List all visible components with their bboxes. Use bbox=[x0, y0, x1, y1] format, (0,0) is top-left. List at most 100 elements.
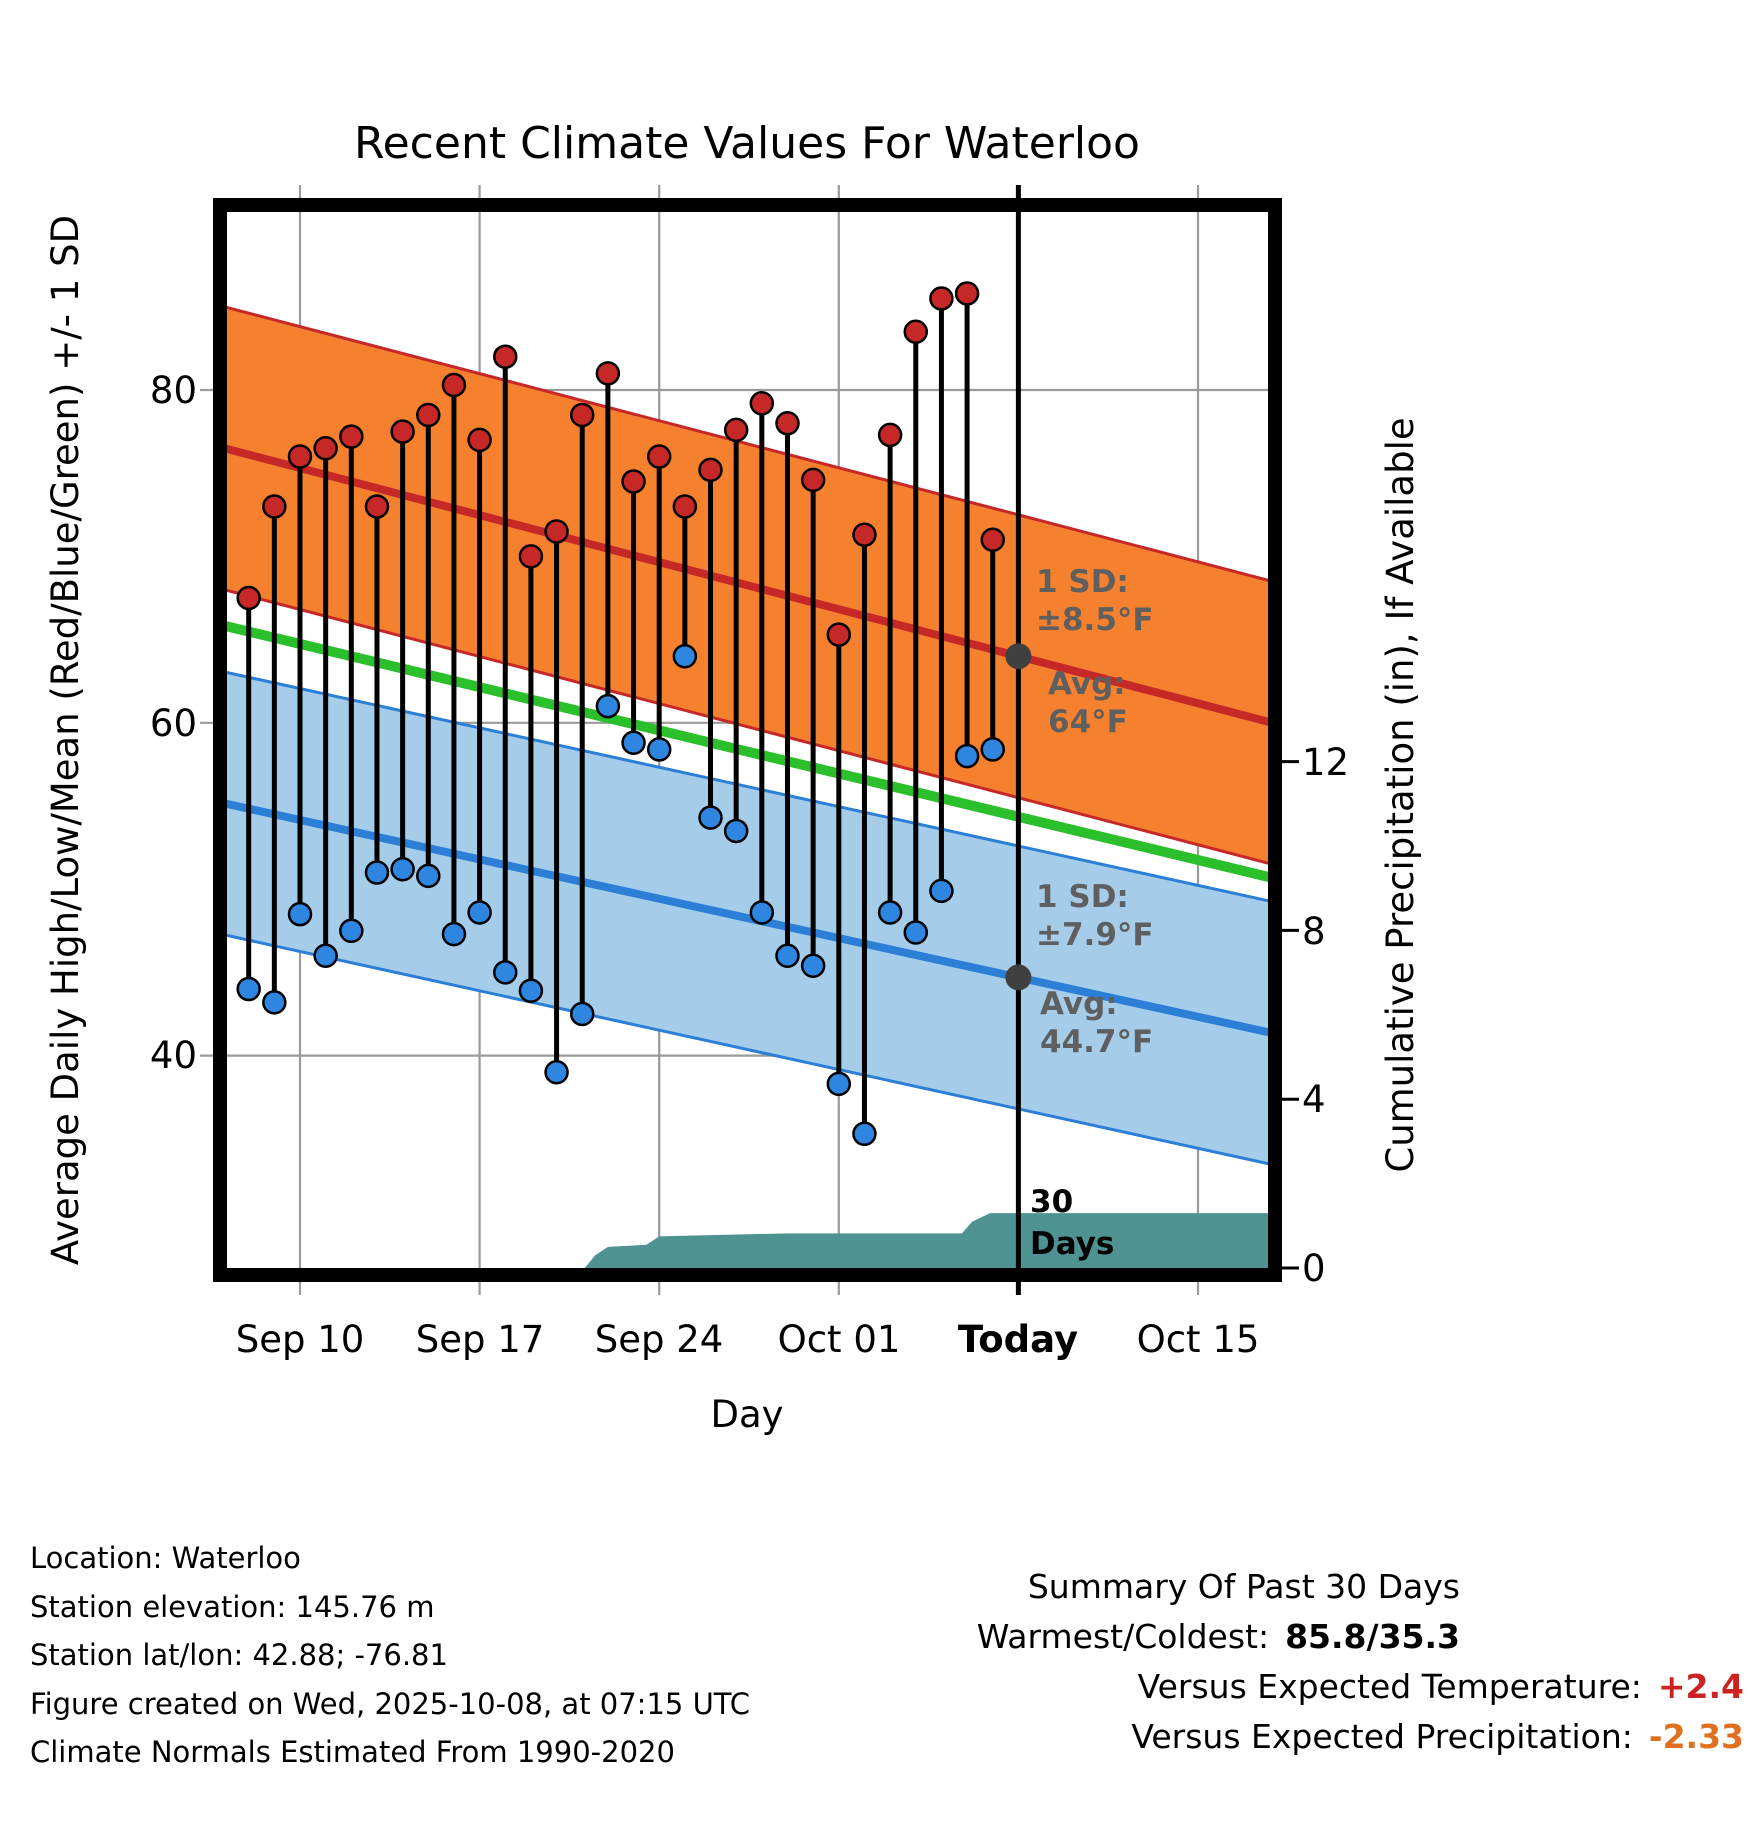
station-elevation: Station elevation: 145.76 m bbox=[30, 1589, 435, 1624]
low-sd-annotation-title: 1 SD: bbox=[1036, 879, 1129, 915]
temperature-axis-label: Average Daily High/Low/Mean (Red/Blue/Gr… bbox=[44, 215, 87, 1265]
high-sd-annotation-title: 1 SD: bbox=[1036, 564, 1129, 600]
y-tick-80: 80 bbox=[150, 369, 197, 412]
x-tick-sep10: Sep 10 bbox=[236, 1318, 365, 1361]
vs-expected-temp-row: Versus Expected Temperature: +2.4 bbox=[764, 1662, 1744, 1712]
y-tick-40: 40 bbox=[150, 1034, 197, 1077]
daily-high-dot bbox=[698, 457, 723, 483]
high-band-upper-edge bbox=[220, 304, 1275, 584]
daily-high-dot bbox=[929, 286, 954, 311]
vs-expected-temp-value: +2.4 bbox=[1657, 1667, 1744, 1706]
normals-layer bbox=[220, 443, 1275, 1038]
daily-data-layer bbox=[236, 281, 1005, 1147]
daily-high-dot bbox=[467, 427, 492, 453]
daily-high-dot bbox=[569, 402, 595, 428]
low-band-upper-edge bbox=[220, 669, 1275, 904]
daily-low-dot bbox=[313, 943, 338, 969]
daily-low-dot bbox=[775, 943, 800, 969]
daily-low-dot bbox=[826, 1071, 852, 1097]
today-markers-layer bbox=[1005, 643, 1032, 991]
precip-tick-4: 4 bbox=[1302, 1078, 1326, 1121]
daily-high-dot bbox=[364, 494, 390, 519]
daily-low-dot bbox=[390, 856, 415, 882]
daily-high-dot bbox=[416, 402, 441, 428]
daily-low-dot bbox=[749, 900, 775, 925]
high-avg-annotation-title: Avg: bbox=[1048, 666, 1126, 702]
x-tick-oct01: Oct 01 bbox=[778, 1318, 901, 1361]
today-avg-high-marker bbox=[1005, 643, 1032, 670]
x-tick-sep24: Sep 24 bbox=[595, 1318, 724, 1361]
chart-title: Recent Climate Values For Waterloo bbox=[354, 118, 1140, 169]
daily-low-dot bbox=[493, 960, 518, 985]
high-band-lower-edge bbox=[220, 587, 1275, 867]
y-tick-60: 60 bbox=[150, 702, 197, 745]
plot-border bbox=[213, 198, 1282, 1282]
summary-title-text: Summary Of Past 30 Days bbox=[1027, 1567, 1460, 1606]
summary-title: Summary Of Past 30 Days bbox=[764, 1562, 1744, 1612]
daily-low-dot bbox=[544, 1059, 569, 1085]
daily-low-dot bbox=[646, 737, 672, 762]
daily-low-dot bbox=[569, 1001, 595, 1027]
daily-high-dot bbox=[877, 422, 903, 448]
station-location: Location: Waterloo bbox=[30, 1541, 301, 1575]
vs-expected-temp-label: Versus Expected Temperature: bbox=[1137, 1667, 1642, 1706]
daily-low-dot bbox=[416, 863, 441, 889]
avg-mean-line bbox=[220, 619, 1275, 884]
daily-low-dot bbox=[339, 918, 364, 944]
precip-days-annotation-line1: 30 bbox=[1030, 1184, 1073, 1220]
daily-low-dot bbox=[441, 921, 467, 947]
daily-low-dot bbox=[621, 730, 646, 756]
daily-high-dot bbox=[441, 372, 467, 398]
climate-chart: Recent Climate Values For Waterloo Sep 1… bbox=[44, 118, 1422, 1436]
x-axis-label: Day bbox=[710, 1393, 783, 1436]
warmest-coldest-label: Warmest/Coldest: bbox=[976, 1617, 1270, 1656]
daily-low-dot bbox=[723, 818, 749, 844]
low-band-lower-edge bbox=[220, 932, 1275, 1167]
daily-high-dot bbox=[390, 419, 415, 444]
high-avg-annotation-value: 64°F bbox=[1048, 704, 1128, 740]
x-tick-oct15: Oct 15 bbox=[1137, 1318, 1260, 1361]
today-avg-low-marker bbox=[1005, 964, 1032, 991]
daily-high-dot bbox=[954, 281, 980, 306]
x-tick-sep17: Sep 17 bbox=[416, 1318, 545, 1361]
daily-high-dot bbox=[544, 519, 569, 544]
daily-high-dot bbox=[826, 622, 852, 647]
daily-low-dot bbox=[800, 953, 826, 978]
daily-low-dot bbox=[518, 978, 544, 1003]
low-avg-annotation-value: 44.7°F bbox=[1040, 1024, 1153, 1060]
border-layer bbox=[213, 198, 1282, 1282]
daily-high-dot bbox=[493, 344, 518, 369]
daily-low-dot bbox=[364, 860, 390, 885]
low-avg-annotation-title: Avg: bbox=[1040, 986, 1118, 1022]
daily-high-dot bbox=[852, 522, 877, 548]
warmest-coldest-row: Warmest/Coldest: 85.8/35.3 bbox=[764, 1612, 1744, 1662]
daily-high-dot bbox=[775, 411, 800, 436]
daily-low-dot bbox=[980, 737, 1005, 762]
precip-tick-8: 8 bbox=[1302, 910, 1326, 953]
daily-low-dot bbox=[287, 901, 313, 927]
vs-expected-precip-label: Versus Expected Precipitation: bbox=[1131, 1717, 1633, 1756]
daily-low-dot bbox=[903, 920, 929, 945]
daily-low-dot bbox=[236, 976, 261, 1002]
daily-low-dot bbox=[852, 1121, 877, 1147]
daily-high-dot bbox=[287, 444, 313, 469]
precip-tick-0: 0 bbox=[1302, 1247, 1326, 1290]
daily-high-dot bbox=[749, 391, 775, 416]
climate-normals-note: Climate Normals Estimated From 1990-2020 bbox=[30, 1735, 675, 1769]
precip-tick-12: 12 bbox=[1302, 741, 1349, 784]
high-sd-annotation-value: ±8.5°F bbox=[1036, 602, 1154, 638]
daily-low-dot bbox=[929, 878, 954, 904]
station-info: Location: Waterloo Station elevation: 14… bbox=[30, 1534, 750, 1777]
daily-low-dot bbox=[877, 900, 903, 925]
warmest-coldest-value: 85.8/35.3 bbox=[1285, 1617, 1460, 1656]
daily-high-dot bbox=[723, 417, 749, 443]
daily-high-dot bbox=[595, 361, 621, 386]
daily-high-dot bbox=[672, 494, 698, 519]
precip-days-annotation-line2: Days bbox=[1030, 1226, 1114, 1262]
station-latlon: Station lat/lon: 42.88; -76.81 bbox=[30, 1638, 448, 1672]
avg-high-line bbox=[220, 443, 1275, 728]
vs-expected-precip-row: Versus Expected Precipitation: -2.33 bbox=[764, 1712, 1744, 1762]
daily-high-dot bbox=[800, 467, 826, 493]
daily-high-dot bbox=[262, 494, 287, 519]
